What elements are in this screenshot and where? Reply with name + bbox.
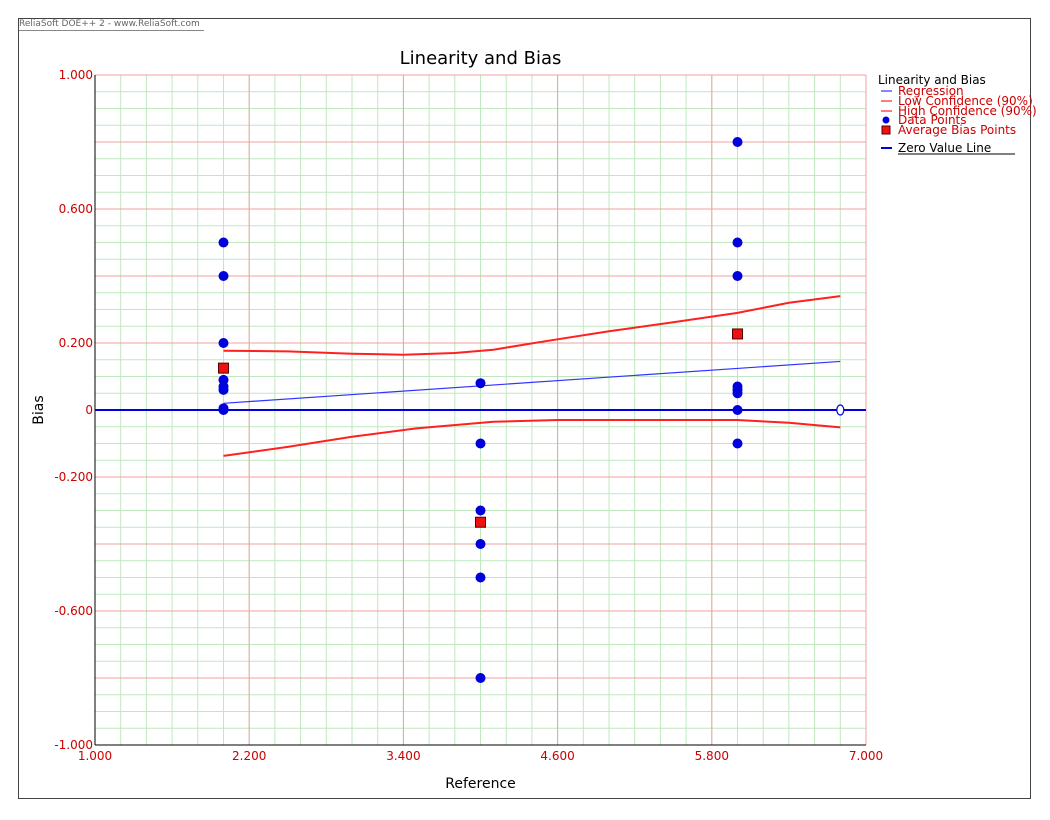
data-point <box>218 405 229 415</box>
y-tick-label: 0 <box>85 403 93 417</box>
data-point <box>218 384 229 395</box>
legend-label: Low Confidence (90%) <box>898 94 1033 108</box>
y-tick-label: -0.200 <box>54 470 93 484</box>
legend-dot-swatch <box>882 116 890 124</box>
data-point <box>475 378 486 389</box>
data-point <box>732 405 743 415</box>
data-point <box>218 271 229 281</box>
x-tick-label: 2.200 <box>232 749 266 763</box>
watermark-text: ReliaSoft DOE++ 2 - www.ReliaSoft.com <box>19 19 204 31</box>
data-point <box>475 505 486 516</box>
average-bias-point <box>475 516 486 528</box>
data-point <box>475 438 486 449</box>
legend-square-swatch <box>881 125 891 135</box>
x-tick-label: 7.000 <box>849 749 883 763</box>
legend-title: Linearity and Bias <box>878 73 986 87</box>
data-point <box>732 237 743 248</box>
average-bias-point <box>732 328 743 340</box>
data-point <box>475 673 486 683</box>
chart-title: Linearity and Bias <box>400 48 562 69</box>
data-points <box>218 137 743 683</box>
legend-item: Regression <box>881 84 964 98</box>
y-tick-label: -0.600 <box>54 604 93 618</box>
x-tick-label: 5.800 <box>695 749 729 763</box>
legend-label: Average Bias Points <box>898 123 1016 137</box>
y-tick-label: 1.000 <box>59 68 93 82</box>
data-point <box>475 539 486 549</box>
legend-label: Data Points <box>898 113 967 127</box>
legend-item: High Confidence (90%) <box>881 104 1037 118</box>
x-tick-label: 3.400 <box>386 749 420 763</box>
legend-item: Data Points <box>882 113 967 127</box>
high-confidence-line <box>223 295 841 356</box>
data-point <box>732 388 743 399</box>
x-tick-label: 1.000 <box>78 749 112 763</box>
data-point <box>732 271 743 281</box>
x-axis-label: Reference <box>445 776 516 792</box>
data-point <box>732 137 743 147</box>
legend-label: Zero Value Line <box>898 141 991 155</box>
regression-line <box>223 360 841 404</box>
average-bias-point <box>218 362 229 374</box>
legend-item: Average Bias Points <box>881 123 1016 137</box>
data-point <box>218 338 229 348</box>
tick-labels: 1.000 2.200 3.400 4.600 5.800 7.000 1.000 0.600… <box>54 68 883 763</box>
zero-line-end-marker <box>836 404 845 416</box>
average-bias-points <box>218 328 743 528</box>
y-tick-label: -1.000 <box>54 738 93 752</box>
legend-item: Zero Value Line <box>881 141 1015 155</box>
y-tick-label: 0.200 <box>59 336 93 350</box>
legend-label: High Confidence (90%) <box>898 104 1037 118</box>
x-tick-label: 4.600 <box>540 749 574 763</box>
legend-item: Low Confidence (90%) <box>881 94 1033 108</box>
legend-label: Regression <box>898 84 964 98</box>
y-axis-label: Bias <box>31 395 47 424</box>
y-tick-label: 0.600 <box>59 202 93 216</box>
data-point <box>732 438 743 449</box>
low-confidence-line <box>223 419 841 457</box>
data-point <box>218 237 229 248</box>
data-point <box>475 572 486 583</box>
chart-frame <box>18 18 1031 799</box>
